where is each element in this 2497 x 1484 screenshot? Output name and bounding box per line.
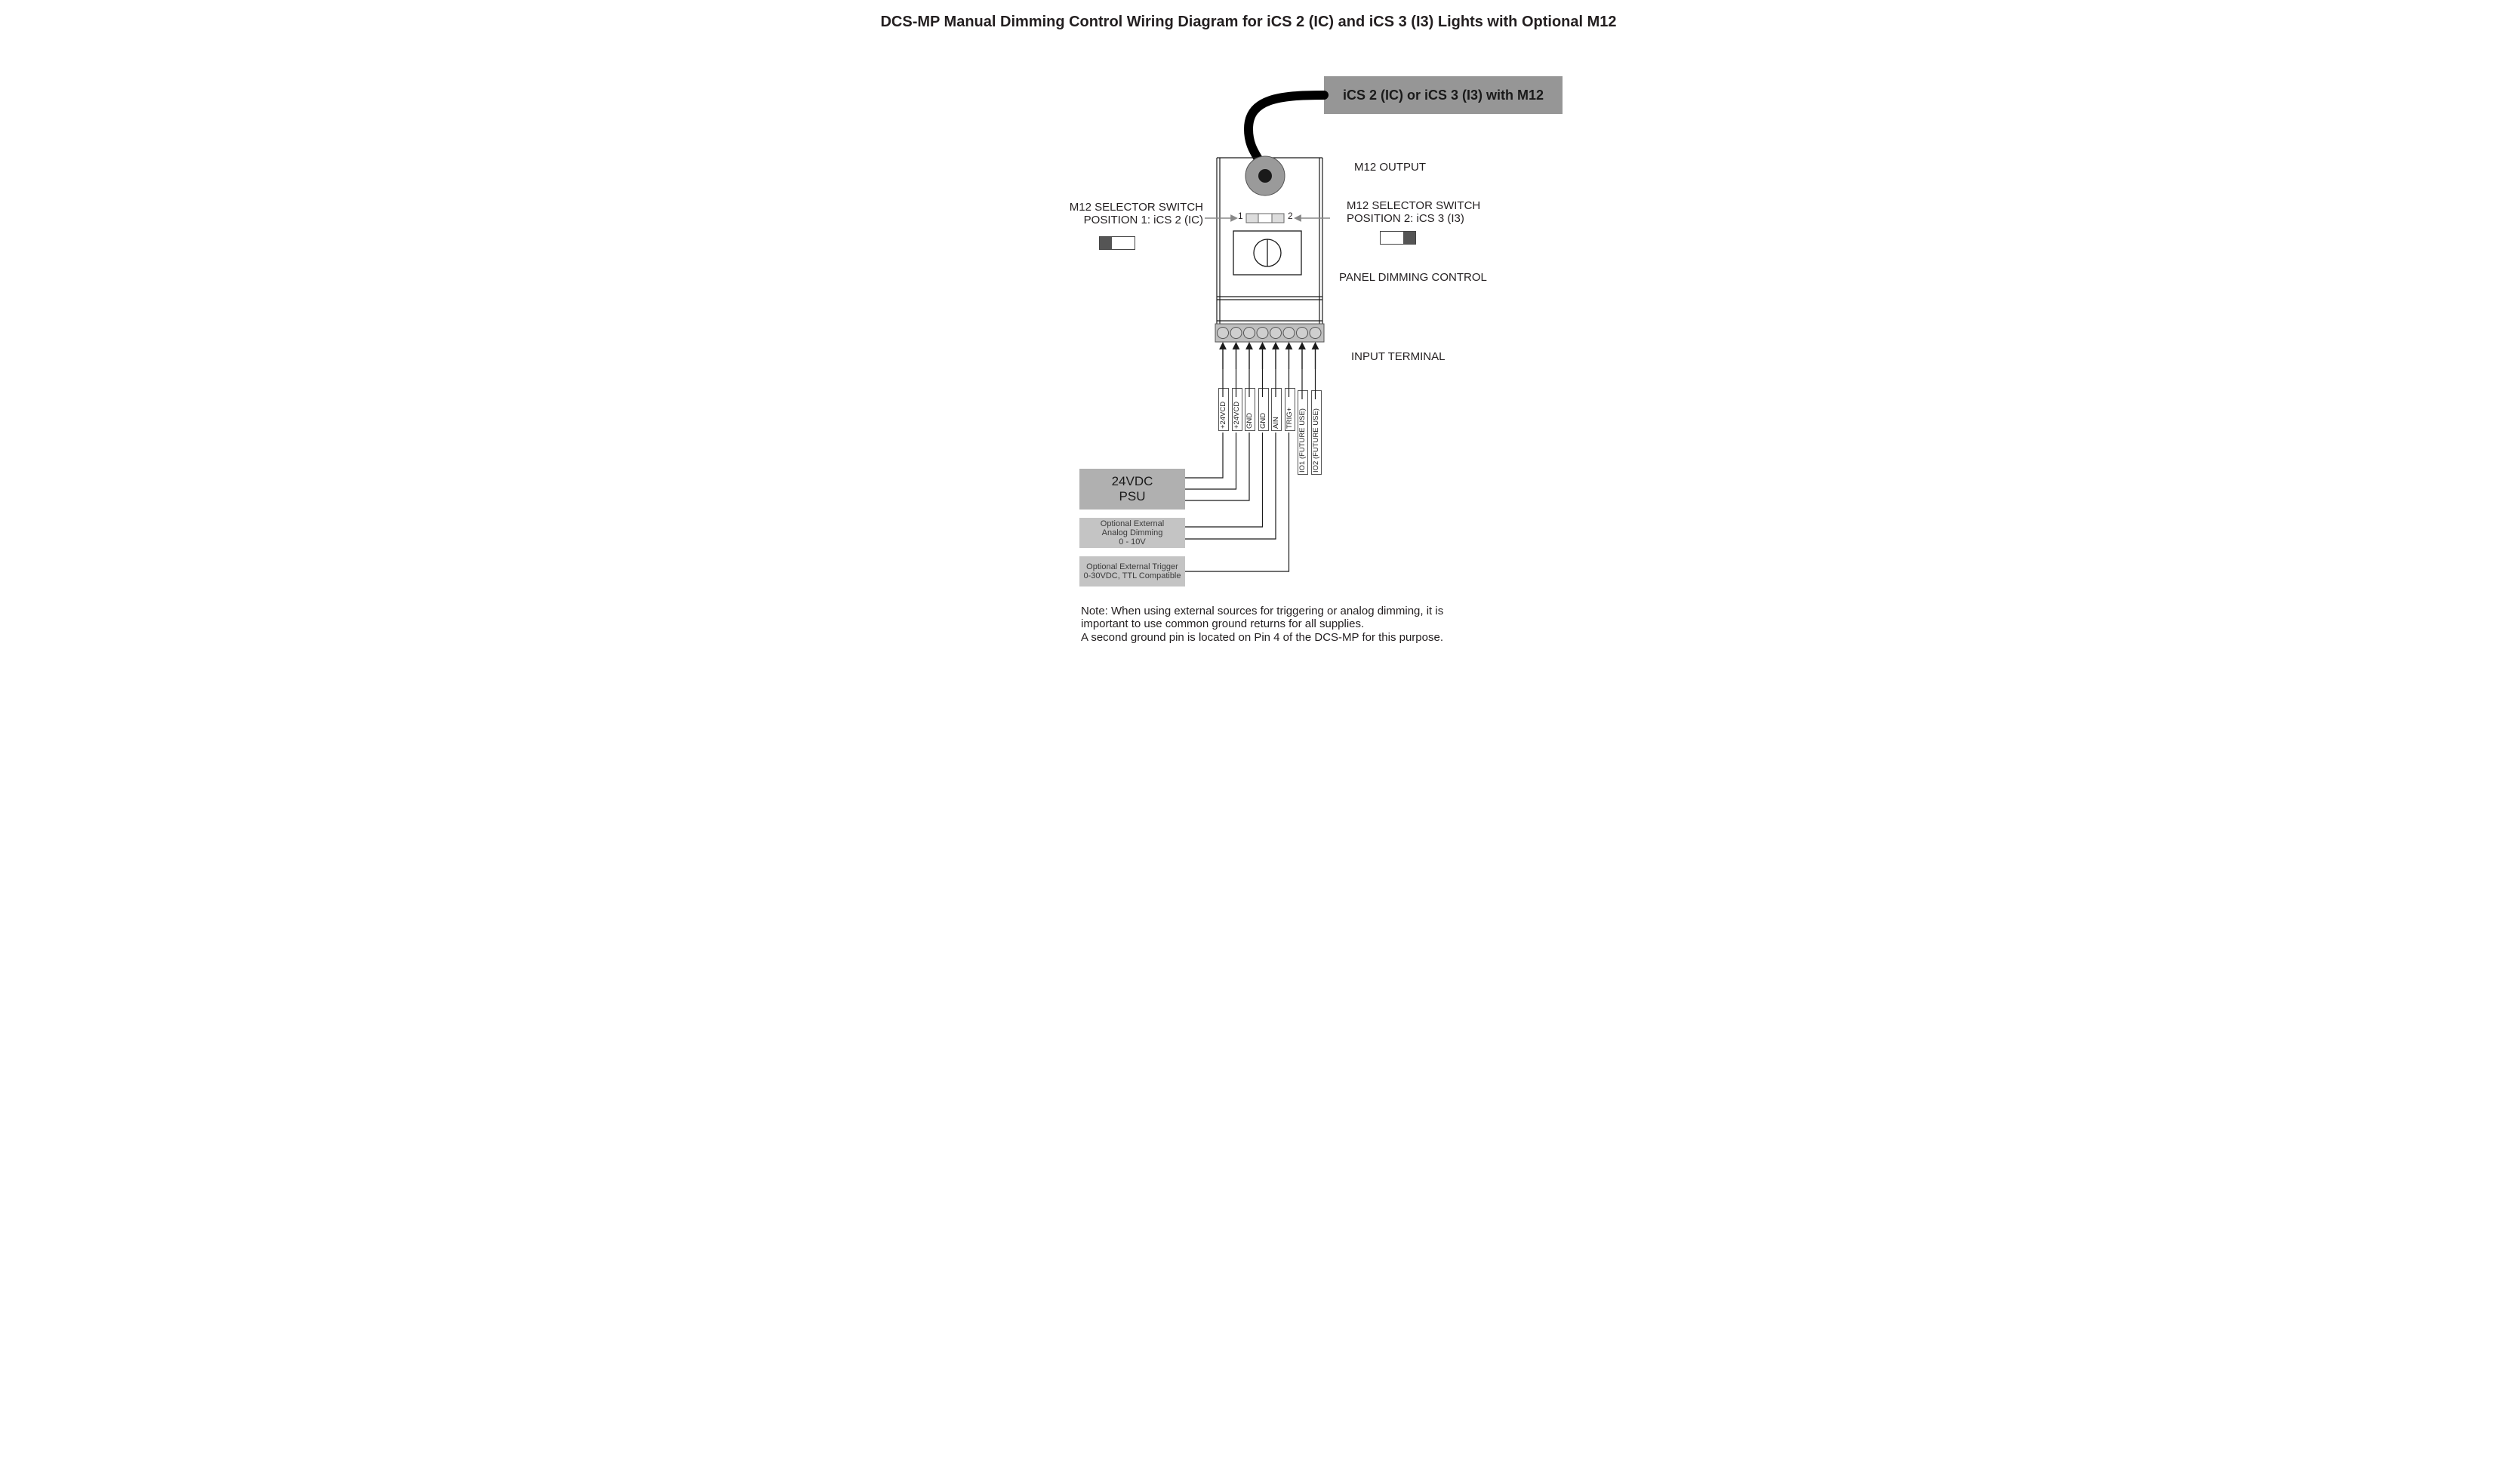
- page-title: DCS-MP Manual Dimming Control Wiring Dia…: [720, 0, 1777, 31]
- diagram-svg: [720, 31, 1777, 650]
- selector-switch: [1246, 214, 1284, 223]
- m12-connector-icon: [1245, 156, 1285, 196]
- dimming-dial: [1233, 231, 1301, 275]
- terminal-wires: [1185, 343, 1316, 571]
- wiring-diagram: iCS 2 (IC) or iCS 3 (I3) with M12 24VDC …: [720, 31, 1777, 650]
